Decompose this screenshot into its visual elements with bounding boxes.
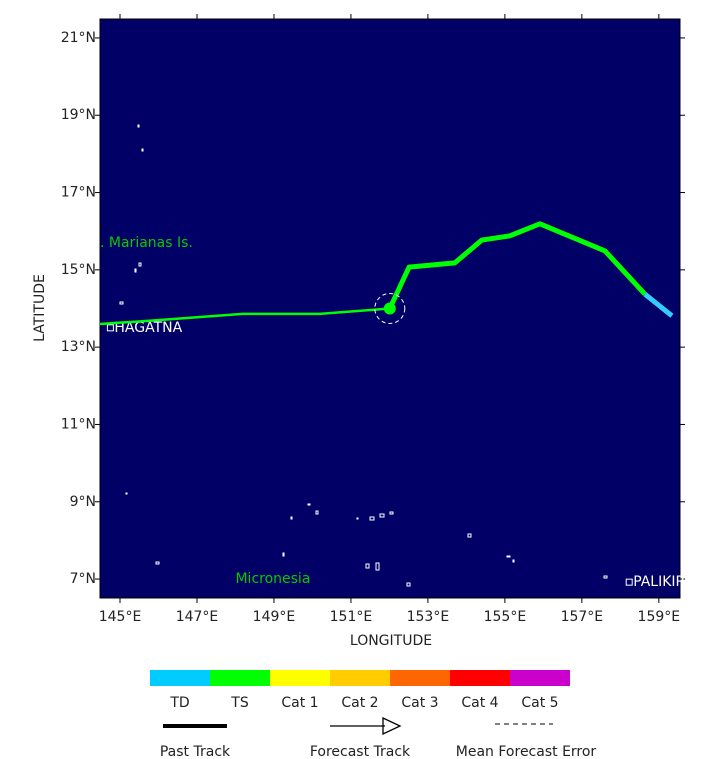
past-track bbox=[99, 307, 390, 326]
legend-label: TD bbox=[169, 695, 189, 711]
legend-label: Cat 4 bbox=[461, 695, 498, 711]
region-label: . Marianas Is. bbox=[100, 235, 193, 251]
islands bbox=[119, 124, 608, 587]
x-tick-label: 159°E bbox=[638, 609, 681, 625]
x-tick-label: 157°E bbox=[561, 609, 604, 625]
legend-label: Cat 2 bbox=[341, 695, 378, 711]
legend-swatch bbox=[150, 670, 210, 686]
legend-line-label: Past Track bbox=[160, 744, 231, 759]
y-tick-label: 21°N bbox=[61, 30, 96, 46]
y-tick-label: 11°N bbox=[61, 416, 96, 432]
legend-swatch bbox=[330, 670, 390, 686]
x-tick-label: 153°E bbox=[407, 609, 450, 625]
y-axis-label: LATITUDE bbox=[32, 274, 48, 342]
x-tick-label: 149°E bbox=[253, 609, 296, 625]
legend-line-label: Mean Forecast Error bbox=[456, 744, 597, 759]
place-label: PALIKIR bbox=[633, 574, 685, 590]
x-tick-label: 155°E bbox=[484, 609, 527, 625]
legend-swatch bbox=[510, 670, 570, 686]
legend-line-label: Forecast Track bbox=[310, 744, 411, 759]
legend-label: TS bbox=[230, 695, 249, 711]
y-tick-label: 17°N bbox=[61, 185, 96, 201]
forecast-arrow bbox=[382, 716, 402, 736]
current-position bbox=[383, 302, 396, 315]
place-marker bbox=[106, 324, 114, 332]
x-tick-label: 147°E bbox=[176, 609, 219, 625]
map-frame bbox=[99, 18, 681, 599]
legend-label: Cat 5 bbox=[521, 695, 558, 711]
y-tick-label: 9°N bbox=[70, 494, 96, 510]
forecast-error bbox=[374, 293, 406, 324]
x-axis-label: LONGITUDE bbox=[350, 633, 432, 649]
legend-swatch bbox=[210, 670, 270, 686]
y-tick-label: 13°N bbox=[61, 339, 96, 355]
y-tick-label: 15°N bbox=[61, 262, 96, 278]
region-label: Micronesia bbox=[235, 571, 310, 587]
legend-label: Cat 3 bbox=[401, 695, 438, 711]
y-tick-label: 19°N bbox=[61, 107, 96, 123]
forecast-track bbox=[643, 292, 674, 318]
y-tick-label: 7°N bbox=[70, 571, 96, 587]
place-label: HAGATNA bbox=[114, 320, 182, 336]
legend-swatch bbox=[450, 670, 510, 686]
x-tick-label: 145°E bbox=[99, 609, 142, 625]
forecast-track bbox=[387, 221, 647, 310]
x-tick-label: 151°E bbox=[330, 609, 373, 625]
place-marker bbox=[625, 578, 633, 586]
legend-swatch bbox=[390, 670, 450, 686]
legend-swatch bbox=[270, 670, 330, 686]
legend-label: Cat 1 bbox=[281, 695, 318, 711]
